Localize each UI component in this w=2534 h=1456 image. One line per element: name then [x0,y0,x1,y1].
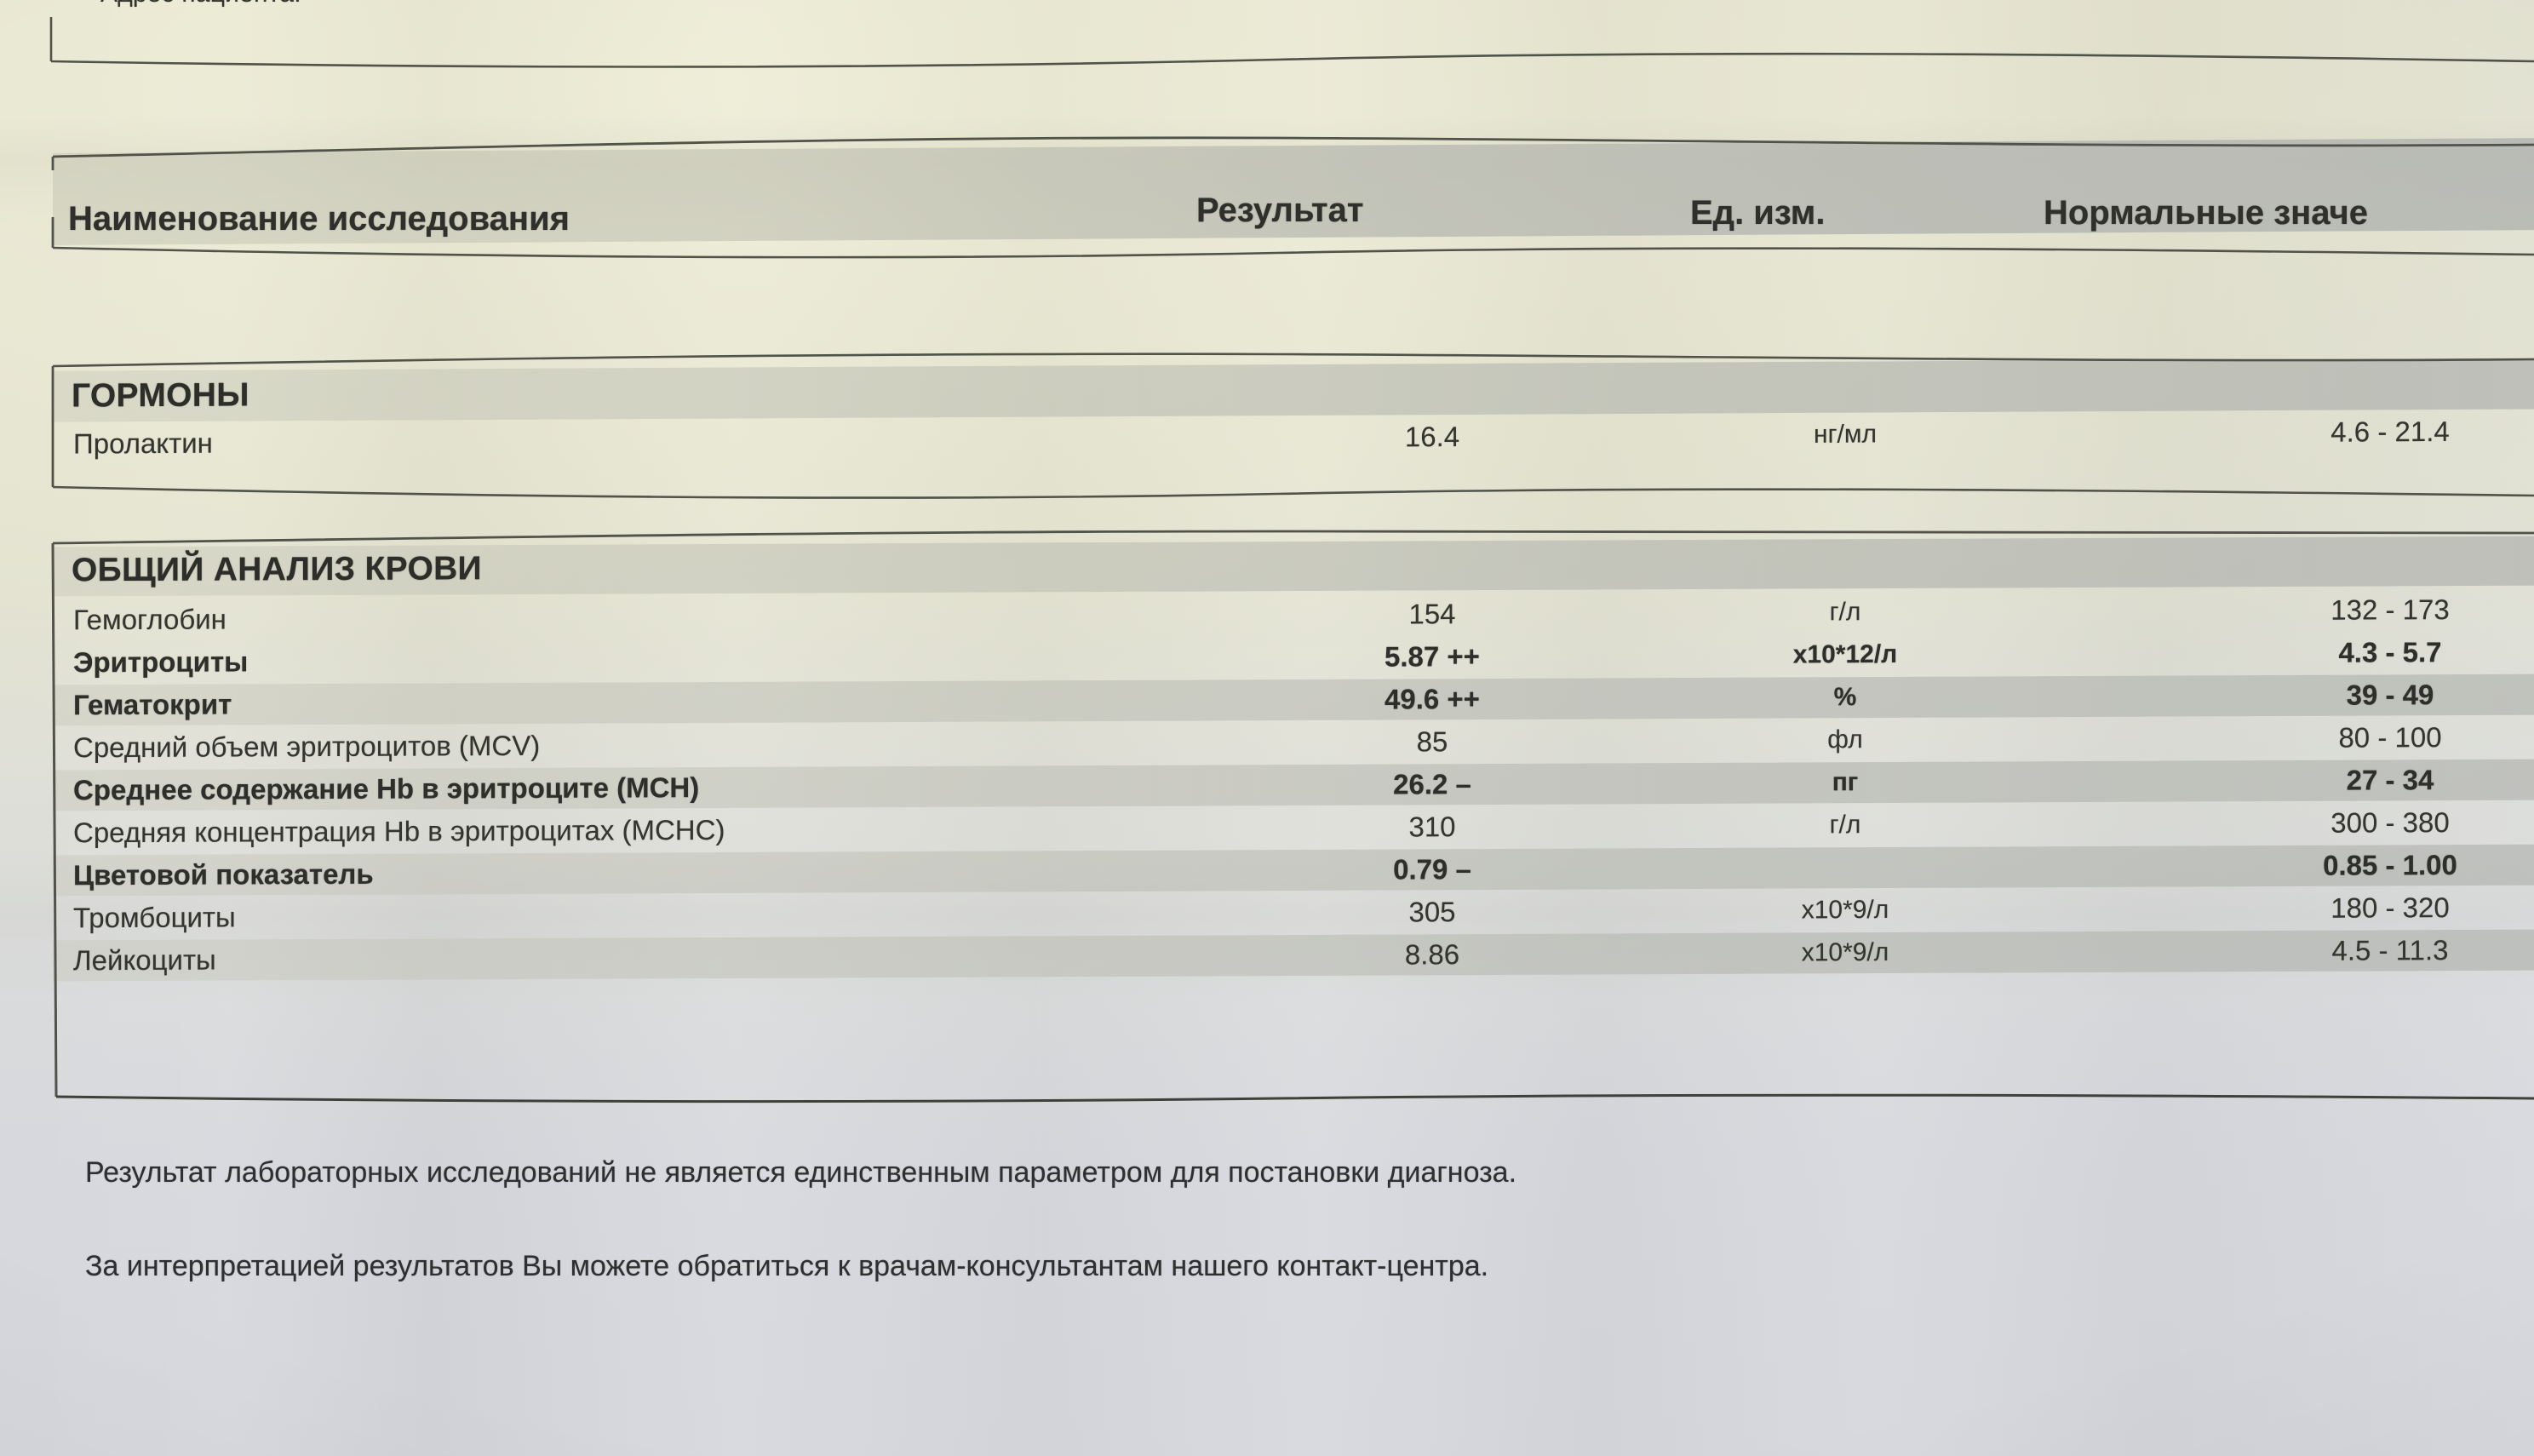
column-header-result: Результат [1196,192,1364,229]
row-unit: г/л [1829,811,1861,840]
row-name: Эритроциты [73,645,249,679]
row-name: Пролактин [73,427,213,460]
row-unit: фл [1827,725,1863,754]
row-result: 8.86 [1404,938,1460,971]
row-name: Средняя концентрация Hb в эритроцитах (M… [73,813,725,849]
section-cbc: ОБЩИЙ АНАЛИЗ КРОВИ Гемоглобин 154 г/л 13… [53,536,2534,1118]
table-row: Лейкоциты 8.86 x10*9/л 4.5 - 11.3 [53,929,2534,982]
row-unit: г/л [1829,598,1861,627]
disclaimer-note-1: Результат лабораторных исследований не я… [85,1156,1517,1189]
row-reference: 0.85 - 1.00 [2323,849,2457,881]
patient-address-label: Адрес пациента: [100,0,301,9]
row-result: 26.2 – [1393,768,1471,800]
column-header-name: Наименование исследования [68,200,570,238]
row-unit: x10*9/л [1801,895,1889,925]
row-unit [1705,867,1986,868]
row-result: 310 [1408,811,1456,843]
row-reference: 4.5 - 11.3 [2331,934,2449,966]
row-result: 49.6 ++ [1385,683,1480,715]
row-reference: 4.3 - 5.7 [2338,636,2442,668]
row-unit: пг [1832,768,1859,797]
row-unit: x10*12/л [1792,639,1898,669]
row-name: Цветовой показатель [73,857,374,891]
row-reference: 27 - 34 [2346,764,2434,796]
row-name: Гемоглобин [73,603,226,636]
patient-address-cutoff: Адрес пациента: [0,0,1022,26]
row-result: 85 [1416,725,1448,758]
row-name: Лейкоциты [73,943,216,977]
row-reference: 300 - 380 [2330,806,2450,839]
row-result: 5.87 ++ [1385,640,1480,673]
row-reference: 4.6 - 21.4 [2330,415,2450,448]
disclaimer-note-2: За интерпретацией результатов Вы можете … [85,1250,1489,1282]
row-reference: 180 - 320 [2330,891,2450,924]
row-unit: % [1833,683,1857,712]
row-name: Средний объем эритроцитов (MCV) [73,729,541,764]
row-result: 16.4 [1404,421,1460,453]
row-name: Среднее содержание Hb в эритроците (MCH) [73,771,700,806]
row-unit: x10*9/л [1801,937,1889,967]
row-result: 154 [1408,598,1456,630]
row-name: Гематокрит [73,688,232,721]
section-cbc-title: ОБЩИЙ АНАЛИЗ КРОВИ [72,550,482,589]
section-hormones: ГОРМОНЫ Пролактин 16.4 нг/мл 4.6 - 21.4 [53,358,2534,485]
row-result: 0.79 – [1393,853,1471,886]
row-result: 305 [1408,896,1456,928]
row-reference: 39 - 49 [2346,679,2434,711]
row-unit: нг/мл [1814,420,1877,449]
row-reference: 132 - 173 [2330,593,2450,626]
row-name: Тромбоциты [73,901,236,934]
row-reference: 80 - 100 [2338,721,2442,754]
column-header-reference: Нормальные значе [2044,194,2368,232]
column-header-unit: Ед. изм. [1690,194,1826,232]
section-hormones-title: ГОРМОНЫ [72,376,249,415]
